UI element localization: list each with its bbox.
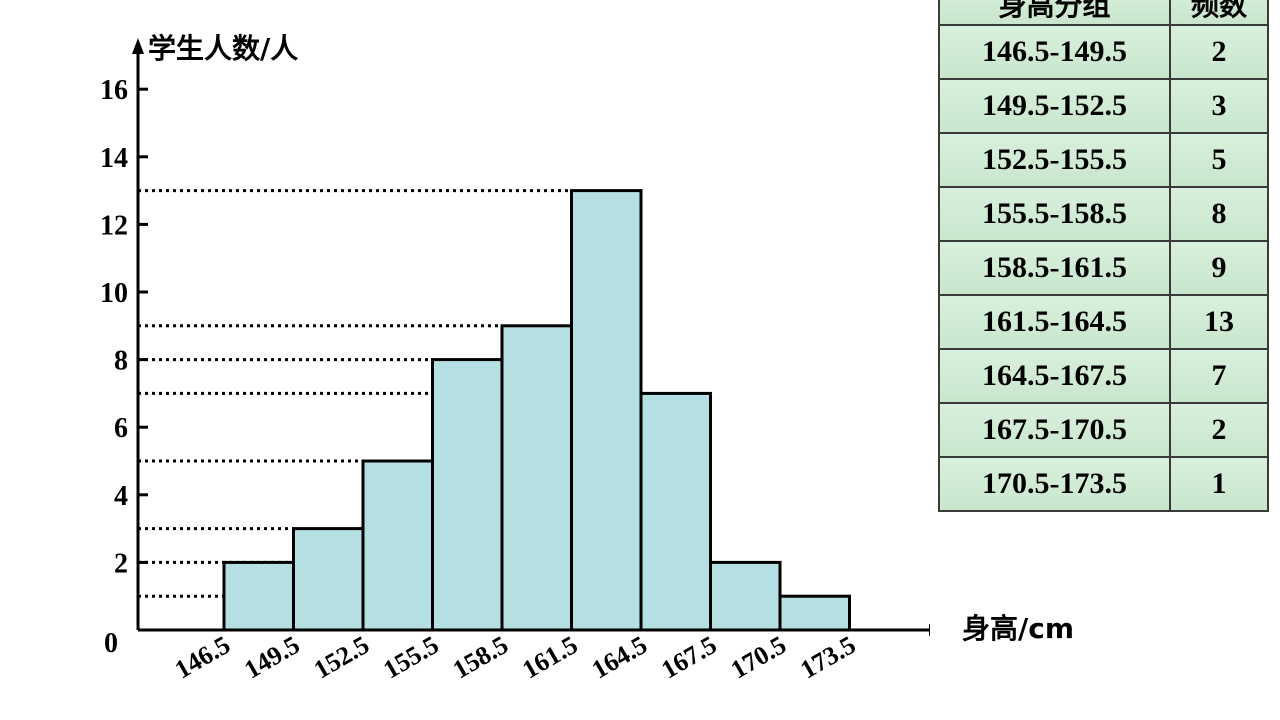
range-cell: 164.5-167.5 [938, 348, 1171, 404]
y-axis-arrow-icon [132, 38, 144, 54]
range-cell: 161.5-164.5 [938, 294, 1171, 350]
count-cell: 8 [1169, 186, 1269, 242]
y-ticks: 0 2 4 6 8 10 12 14 16 [100, 75, 148, 659]
range-cell: 152.5-155.5 [938, 132, 1171, 188]
y-tick-label: 8 [114, 346, 128, 377]
header-range: 身高分组 [938, 0, 1171, 26]
axes [132, 38, 930, 636]
table-row: 149.5-152.5 3 [938, 78, 1269, 134]
table-header-row: 身高分组 频数 [938, 0, 1269, 26]
x-axis-arrow-icon [929, 624, 930, 636]
range-cell: 149.5-152.5 [938, 78, 1171, 134]
y-tick-label: 6 [114, 413, 128, 444]
count-cell: 7 [1169, 348, 1269, 404]
count-cell: 2 [1169, 24, 1269, 80]
y-tick-label: 16 [100, 75, 128, 106]
table-row: 146.5-149.5 2 [938, 24, 1269, 80]
y-tick-label: 4 [114, 481, 128, 512]
count-cell: 2 [1169, 402, 1269, 458]
bar [778, 594, 851, 632]
table-row: 167.5-170.5 2 [938, 402, 1269, 458]
count-cell: 1 [1169, 456, 1269, 512]
table-row: 161.5-164.5 13 [938, 294, 1269, 350]
range-cell: 146.5-149.5 [938, 24, 1171, 80]
frequency-table: 身高分组 频数 146.5-149.5 2 149.5-152.5 3 152.5-15… [938, 0, 1269, 512]
bar [222, 560, 295, 632]
table-row: 152.5-155.5 5 [938, 132, 1269, 188]
count-cell: 5 [1169, 132, 1269, 188]
range-cell: 167.5-170.5 [938, 402, 1171, 458]
table-row: 170.5-173.5 1 [938, 456, 1269, 512]
table-row: 158.5-161.5 9 [938, 240, 1269, 296]
bar [709, 560, 782, 632]
y-tick-label: 0 [104, 628, 118, 659]
count-cell: 13 [1169, 294, 1269, 350]
bar [292, 527, 365, 632]
y-tick-label: 12 [100, 210, 128, 241]
range-cell: 158.5-161.5 [938, 240, 1171, 296]
bars [222, 189, 851, 632]
table-row: 155.5-158.5 8 [938, 186, 1269, 242]
y-tick-label: 14 [100, 143, 128, 174]
x-axis-title: 身高/cm [962, 612, 1074, 645]
range-cell: 170.5-173.5 [938, 456, 1171, 512]
count-cell: 9 [1169, 240, 1269, 296]
y-tick-label: 10 [100, 278, 128, 309]
y-axis-title: 学生人数/人 [148, 32, 298, 65]
bar [639, 391, 712, 632]
y-tick-label: 2 [114, 548, 128, 579]
header-count: 频数 [1169, 0, 1269, 26]
table-row: 164.5-167.5 7 [938, 348, 1269, 404]
count-cell: 3 [1169, 78, 1269, 134]
range-cell: 155.5-158.5 [938, 186, 1171, 242]
